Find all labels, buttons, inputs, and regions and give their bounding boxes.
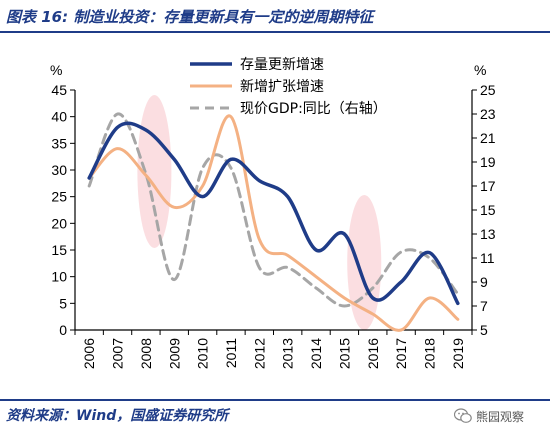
x-tick-label: 2011	[223, 338, 239, 368]
left-tick-label: 35	[51, 135, 67, 151]
figure-title: 图表 16: 制造业投资：存量更新具有一定的逆周期特征	[6, 8, 374, 26]
legend-label: 新增扩张增速	[240, 79, 324, 95]
series-line-new-expansion	[87, 114, 460, 332]
legend-item-new-expansion: 新增扩张增速	[190, 79, 324, 95]
right-tick-label: 9	[480, 274, 488, 290]
left-tick-label: 5	[59, 295, 67, 311]
right-tick-label: 25	[480, 82, 496, 98]
right-tick-label: 23	[480, 106, 496, 122]
x-tick-label: 2017	[393, 338, 409, 369]
watermark-text: 熊园观察	[476, 409, 525, 424]
x-tick-label: 2018	[421, 338, 437, 369]
x-tick-label: 2019	[450, 338, 466, 369]
source-note: 资料来源：Wind，国盛证券研究所	[6, 408, 229, 424]
series-layer	[87, 112, 460, 332]
x-tick-label: 2006	[81, 338, 97, 369]
highlight-ellipse	[137, 95, 172, 248]
left-tick-label: 30	[51, 162, 67, 178]
left-tick-label: 15	[51, 242, 67, 258]
left-tick-label: 40	[51, 109, 67, 125]
left-tick-label: 20	[51, 215, 67, 231]
x-tick-label: 2009	[166, 338, 182, 369]
right-tick-label: 5	[480, 322, 488, 338]
wechat-icon	[454, 408, 472, 423]
left-axis-unit: %	[50, 62, 62, 78]
left-tick-label: 25	[51, 189, 67, 205]
x-tick-label: 2014	[308, 338, 324, 369]
source-divider	[0, 399, 550, 401]
x-tick-label: 2010	[195, 338, 211, 369]
left-tick-label: 10	[51, 269, 67, 285]
right-tick-label: 13	[480, 226, 496, 242]
legend-label: 现价GDP:同比（右轴）	[240, 101, 387, 117]
watermark: 熊园观察	[448, 404, 531, 428]
x-tick-label: 2015	[336, 338, 352, 369]
right-tick-label: 15	[480, 202, 496, 218]
legend-item-stock-renewal: 存量更新增速	[190, 57, 324, 73]
left-tick-label: 45	[51, 82, 67, 98]
tick-layer: 0 5 10 15 20 25 30 35 40 45 5 7 9 11 13 15 17 19 21 23 25 200…	[51, 82, 495, 369]
right-tick-label: 7	[480, 298, 488, 314]
right-axis-unit: %	[474, 62, 486, 78]
x-tick-label: 2016	[365, 338, 381, 369]
highlight-layer	[137, 95, 382, 330]
x-tick-label: 2012	[251, 338, 267, 369]
right-tick-label: 21	[480, 130, 496, 146]
right-tick-label: 17	[480, 178, 496, 194]
left-tick-label: 0	[59, 322, 67, 338]
legend-label: 存量更新增速	[240, 57, 324, 73]
x-tick-label: 2013	[280, 338, 296, 369]
series-line-stock-renewal	[87, 121, 460, 306]
x-tick-label: 2008	[138, 338, 154, 369]
right-tick-label: 19	[480, 154, 496, 170]
title-divider	[0, 31, 550, 33]
x-tick-label: 2007	[110, 338, 126, 369]
legend-item-gdp: 现价GDP:同比（右轴）	[190, 101, 387, 117]
right-tick-label: 11	[480, 250, 495, 266]
series-line-gdp	[87, 112, 460, 308]
